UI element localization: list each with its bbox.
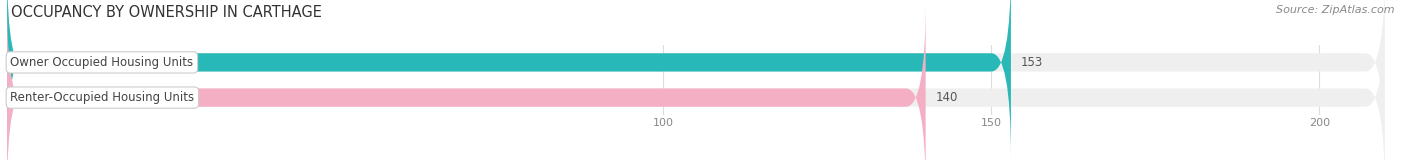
FancyBboxPatch shape [7,1,925,160]
FancyBboxPatch shape [7,0,1011,159]
Text: Owner Occupied Housing Units: Owner Occupied Housing Units [10,56,194,69]
Text: 153: 153 [1021,56,1043,69]
Text: Renter-Occupied Housing Units: Renter-Occupied Housing Units [10,91,194,104]
Text: 140: 140 [935,91,957,104]
Text: OCCUPANCY BY OWNERSHIP IN CARTHAGE: OCCUPANCY BY OWNERSHIP IN CARTHAGE [11,5,322,20]
FancyBboxPatch shape [7,0,1385,159]
Text: Source: ZipAtlas.com: Source: ZipAtlas.com [1277,5,1395,15]
FancyBboxPatch shape [7,1,1385,160]
